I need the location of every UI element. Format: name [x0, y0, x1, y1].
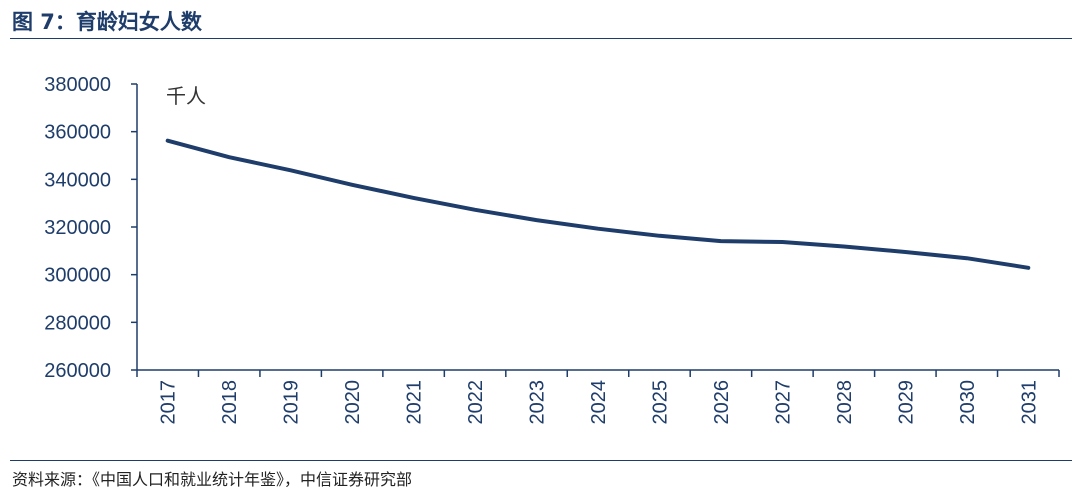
y-tick-label: 260000 [44, 360, 111, 382]
x-tick-label: 2027 [772, 380, 794, 425]
x-tick-label: 2019 [281, 380, 303, 425]
y-tick-label: 380000 [44, 74, 111, 96]
x-tick-label: 2018 [219, 380, 241, 425]
series-line [165, 138, 1031, 270]
x-tick-label: 2031 [1018, 380, 1040, 425]
y-tick-label: 320000 [44, 217, 111, 239]
series-layer [165, 138, 1031, 270]
x-tick-label: 2026 [711, 380, 733, 425]
y-tick-label: 340000 [44, 169, 111, 191]
title-divider [10, 38, 1072, 39]
source-divider [10, 460, 1072, 461]
x-tick-label: 2021 [404, 380, 426, 425]
x-tick-label: 2029 [895, 380, 917, 425]
x-tick-label: 2020 [342, 380, 364, 425]
y-tick-label: 360000 [44, 122, 111, 144]
x-tick-label: 2025 [649, 380, 671, 425]
y-axis: 260000 280000 300000 320000 340000 360000 3800… [44, 74, 138, 382]
y-tick-label: 300000 [44, 265, 111, 287]
x-tick-label: 2017 [158, 380, 180, 425]
x-tick-label: 2024 [588, 380, 610, 425]
y-tick-label: 280000 [44, 312, 111, 334]
unit-label: 千人 [166, 84, 206, 108]
source-note: 资料来源：《中国人口和就业统计年鉴》，中信证券研究部 [12, 470, 413, 489]
x-tick-label: 2028 [834, 380, 856, 425]
x-tick-label: 2023 [527, 380, 549, 425]
x-axis: 2017 2018 2019 2020 2021 2022 2023 2024 2025 2026… [136, 369, 1060, 425]
x-tick-label: 2030 [957, 380, 979, 425]
figure-title: 图 7：育龄妇女人数 [12, 10, 202, 34]
x-tick-label: 2022 [465, 380, 487, 425]
